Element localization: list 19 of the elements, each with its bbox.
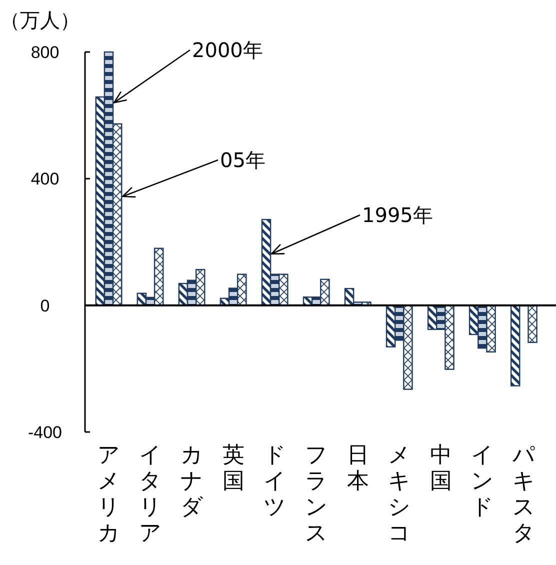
x-tick-label: 日本 (346, 443, 369, 494)
x-tick-label: フランス (304, 443, 328, 546)
x-tick-label: 英国 (222, 443, 244, 494)
text: 1995年 (362, 203, 433, 227)
x-tick-label: インド (470, 443, 494, 520)
y-tick-label: -400 (28, 423, 62, 442)
x-tick-label: 中国 (430, 443, 452, 494)
x-tick-label: イタリア (138, 443, 162, 546)
y-tick-label: 400 (30, 170, 60, 189)
x-tick-label: ドイツ (263, 443, 286, 520)
x-tick-label: アメリカ (97, 443, 120, 546)
y-axis-title: （万人） (0, 8, 80, 32)
y-tick-label: 800 (30, 43, 60, 62)
y-tick-label: 0 (40, 296, 50, 316)
x-tick-label: カナダ (180, 443, 204, 520)
x-tick-label: メキシコ (388, 443, 411, 546)
text: 05年 (220, 148, 266, 172)
text: 2000年 (192, 38, 263, 62)
x-tick-label: パキスタ (511, 443, 536, 546)
